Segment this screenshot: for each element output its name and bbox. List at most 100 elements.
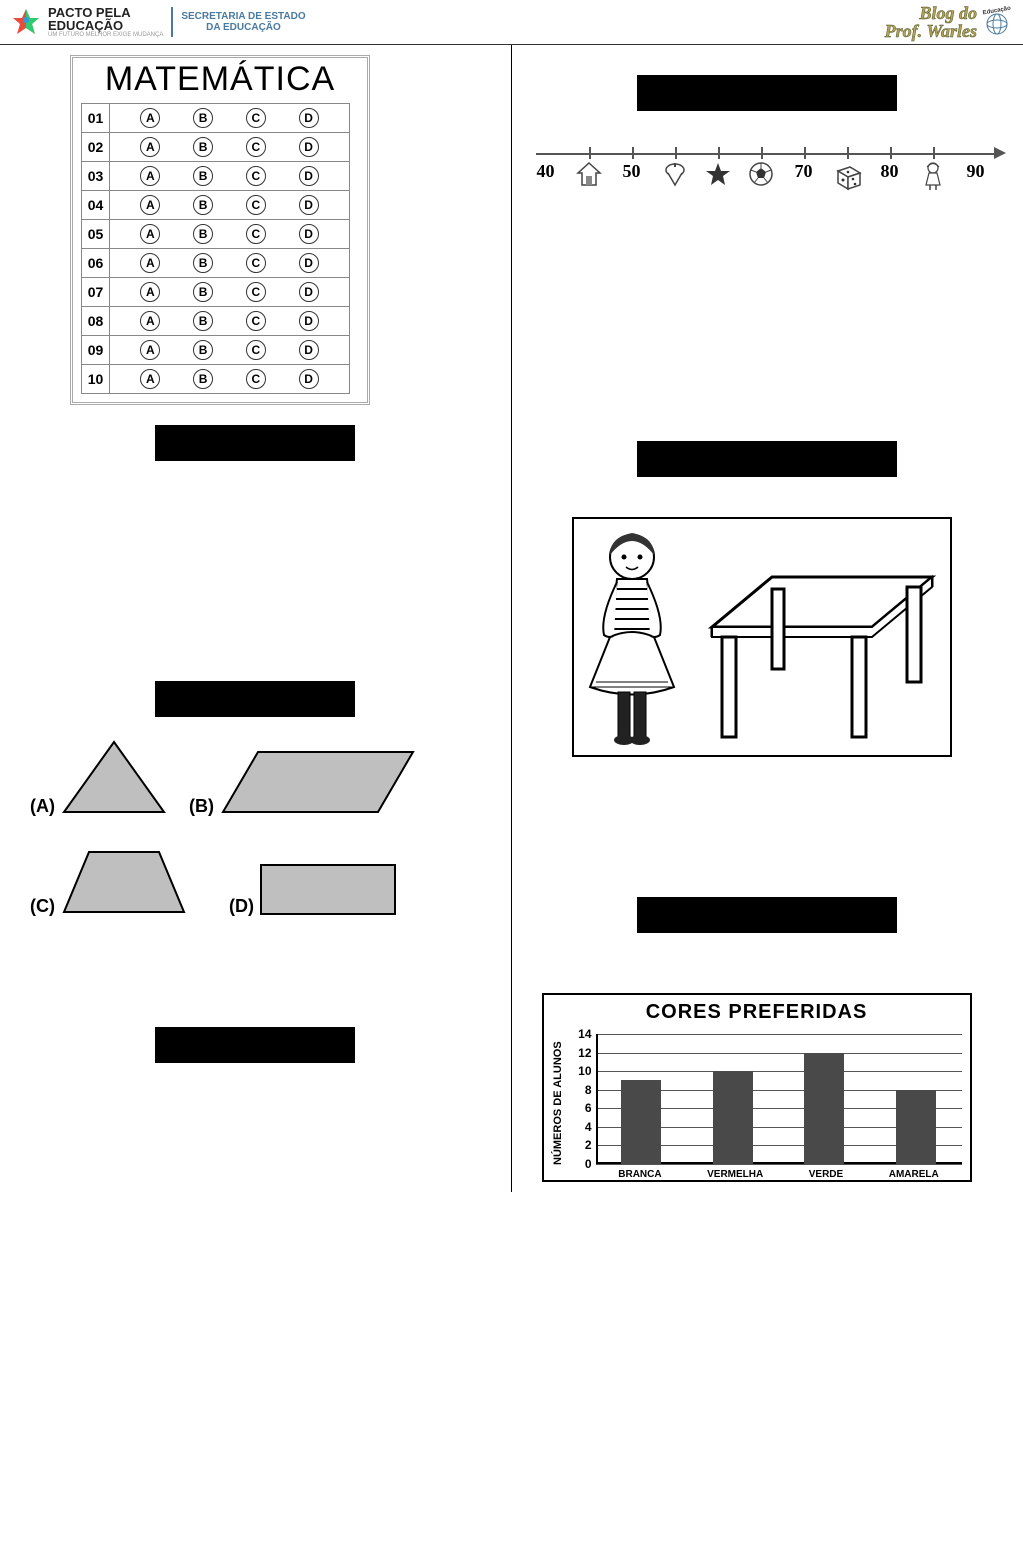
answer-bubble[interactable]: D <box>299 369 319 389</box>
chart-body: NÚMEROS DE ALUNOS 02468101214BRANCAVERME… <box>552 1028 962 1178</box>
answer-bubble[interactable]: A <box>140 253 160 273</box>
shape-d: (D) <box>229 862 398 917</box>
numline-tick <box>804 147 806 159</box>
answer-row: 01 A B C D <box>82 104 350 133</box>
numline-label: 90 <box>967 161 985 182</box>
redacted-bar <box>637 75 897 111</box>
chart-ytick: 0 <box>568 1157 592 1171</box>
chart-frame: CORES PREFERIDAS NÚMEROS DE ALUNOS 02468… <box>542 993 972 1182</box>
answer-bubble[interactable]: C <box>246 224 266 244</box>
answer-bubble[interactable]: A <box>140 108 160 128</box>
page-body: MATEMÁTICA 01ABCD02ABCD03ABCD04ABCD05ABC… <box>0 45 1023 1192</box>
answer-row: 04 A B C D <box>82 191 350 220</box>
header-divider <box>171 7 173 37</box>
numline-tick <box>675 147 677 159</box>
answer-bubble[interactable]: D <box>299 253 319 273</box>
answer-card-title: MATEMÁTICA <box>73 58 367 103</box>
ball-icon <box>748 161 774 192</box>
answer-row-number: 07 <box>82 278 110 307</box>
answer-bubble[interactable]: A <box>140 166 160 186</box>
answer-bubble[interactable]: D <box>299 137 319 157</box>
shape-b: (B) <box>189 747 418 817</box>
answer-bubble[interactable]: A <box>140 369 160 389</box>
answer-row: 08 A B C D <box>82 307 350 336</box>
answer-row: 09ABCD <box>82 336 350 365</box>
doll-icon <box>921 161 945 196</box>
answer-bubble[interactable]: C <box>246 253 266 273</box>
answer-row-number: 05 <box>82 220 110 249</box>
answer-bubble[interactable]: C <box>246 340 266 360</box>
answer-bubble[interactable]: B <box>193 340 213 360</box>
trapezoid-icon <box>59 847 189 917</box>
chart-xlabel: BRANCA <box>618 1169 661 1180</box>
chart-xlabel: VERDE <box>809 1169 843 1180</box>
answer-row-options: A B C D <box>110 162 350 191</box>
answer-row: 06ABCD <box>82 249 350 278</box>
answer-bubble[interactable]: D <box>299 195 319 215</box>
girl-icon <box>582 527 692 747</box>
redacted-bar <box>637 441 897 477</box>
answer-row-options: A B C D <box>110 336 350 365</box>
answer-row-number: 04 <box>82 191 110 220</box>
chart-title: CORES PREFERIDAS <box>552 1001 962 1024</box>
chart-bar <box>713 1071 753 1164</box>
chart-ytick: 6 <box>568 1101 592 1115</box>
answer-bubble[interactable]: C <box>246 282 266 302</box>
house-icon <box>576 161 602 192</box>
blog-text1: Blog do <box>885 4 977 22</box>
chart-ylabel: NÚMEROS DE ALUNOS <box>552 1028 564 1178</box>
answer-bubble[interactable]: D <box>299 311 319 331</box>
answer-bubble[interactable]: A <box>140 340 160 360</box>
answer-bubble[interactable]: D <box>299 108 319 128</box>
answer-row-number: 01 <box>82 104 110 133</box>
chart-bars <box>596 1028 962 1164</box>
redacted-bar <box>155 425 355 461</box>
parallelogram-icon <box>218 747 418 817</box>
answer-row-options: A B C D <box>110 307 350 336</box>
redacted-bar <box>637 897 897 933</box>
answer-bubble[interactable]: A <box>140 311 160 331</box>
answer-row-options: A B C D <box>110 278 350 307</box>
answer-bubble[interactable]: B <box>193 108 213 128</box>
answer-bubble[interactable]: B <box>193 224 213 244</box>
answer-bubble[interactable]: B <box>193 369 213 389</box>
answer-bubble[interactable]: A <box>140 282 160 302</box>
answer-bubble[interactable]: C <box>246 369 266 389</box>
chart-gridline <box>596 1164 962 1165</box>
answer-row-number: 10 <box>82 365 110 394</box>
chart-plot: 02468101214BRANCAVERMELHAVERDEAMARELA <box>568 1028 962 1178</box>
chart-xlabel: VERMELHA <box>707 1169 763 1180</box>
answer-bubble[interactable]: C <box>246 311 266 331</box>
answer-bubble[interactable]: B <box>193 253 213 273</box>
answer-row-number: 08 <box>82 307 110 336</box>
rectangle-icon <box>258 862 398 917</box>
answer-bubble[interactable]: D <box>299 340 319 360</box>
numline-label: 80 <box>881 161 899 182</box>
answer-row-options: A B C D <box>110 365 350 394</box>
answer-row-options: A B C D <box>110 249 350 278</box>
answer-row: 05 A B C D <box>82 220 350 249</box>
answer-bubble[interactable]: B <box>193 195 213 215</box>
blog-logo: Blog do Prof. Warles Educação <box>885 4 1013 40</box>
answer-bubble[interactable]: D <box>299 166 319 186</box>
answer-bubble[interactable]: A <box>140 224 160 244</box>
answer-bubble[interactable]: D <box>299 282 319 302</box>
answer-bubble[interactable]: B <box>193 166 213 186</box>
chart-ytick: 2 <box>568 1138 592 1152</box>
shape-c: (C) <box>30 847 189 917</box>
answer-bubble[interactable]: A <box>140 195 160 215</box>
answer-row-number: 02 <box>82 133 110 162</box>
answer-bubble[interactable]: B <box>193 282 213 302</box>
answer-bubble[interactable]: D <box>299 224 319 244</box>
answer-bubble[interactable]: C <box>246 166 266 186</box>
answer-bubble[interactable]: A <box>140 137 160 157</box>
answer-bubble[interactable]: B <box>193 137 213 157</box>
star-icon <box>705 161 731 192</box>
answer-bubble[interactable]: C <box>246 137 266 157</box>
answer-bubble[interactable]: C <box>246 195 266 215</box>
answer-row-options: A B C D <box>110 104 350 133</box>
redacted-bar <box>155 1027 355 1063</box>
answer-bubble[interactable]: C <box>246 108 266 128</box>
chart-ytick: 14 <box>568 1027 592 1041</box>
answer-bubble[interactable]: B <box>193 311 213 331</box>
